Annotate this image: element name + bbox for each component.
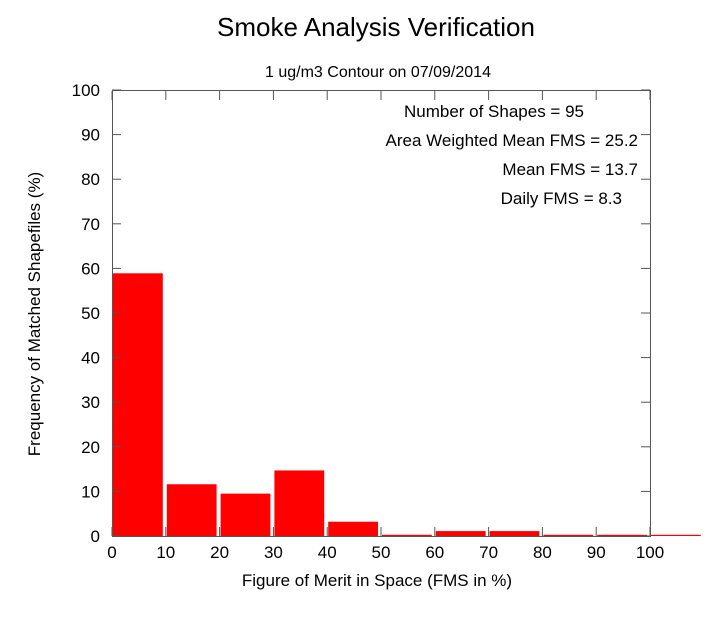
x-tick-label: 10 [156,543,175,562]
histogram-bar-8 [543,534,594,536]
y-tick-label: 90 [81,126,100,145]
x-tick-label: 0 [107,543,116,562]
x-tick-label: 20 [210,543,229,562]
stats-annotation-1: Area Weighted Mean FMS = 25.2 [386,131,638,150]
x-tick-label: 90 [587,543,606,562]
y-axis-label: Frequency of Matched Shapefiles (%) [25,172,44,456]
y-tick-label: 30 [81,393,100,412]
y-tick-label: 40 [81,349,100,368]
x-tick-label: 80 [533,543,552,562]
histogram-bar-10 [651,534,701,536]
histogram-bar-5 [382,534,432,536]
y-axis-ticks: 0 10 20 30 40 50 60 70 80 90 100 [72,81,650,546]
plot-frame [112,90,651,537]
histogram-bar-3 [274,470,325,536]
x-tick-label: 30 [264,543,283,562]
x-tick-label: 40 [318,543,337,562]
x-axis-ticks: 0 10 20 30 40 50 60 70 80 90 100 [107,91,664,562]
bars-layer [113,273,701,536]
y-tick-label: 10 [81,482,100,501]
y-tick-label: 20 [81,438,100,457]
chart-subtitle: 1 ug/m3 Contour on 07/09/2014 [265,64,491,81]
y-tick-label: 100 [72,81,100,100]
x-tick-label: 70 [479,543,498,562]
y-tick-label: 80 [81,170,100,189]
histogram-bar-6 [435,531,486,536]
stats-annotation-0: Number of Shapes = 95 [404,102,584,121]
stats-annotations: Number of Shapes = 95 Area Weighted Mean … [386,102,638,208]
y-tick-label: 50 [81,304,100,323]
stats-annotation-2: Mean FMS = 13.7 [502,160,638,179]
x-axis-label: Figure of Merit in Space (FMS in %) [242,571,512,590]
stats-annotation-3: Daily FMS = 8.3 [501,189,622,208]
histogram-bar-1 [166,484,217,536]
x-tick-label: 50 [372,543,391,562]
histogram-bar-0 [113,273,163,536]
histogram-bar-7 [489,531,540,536]
x-tick-label: 60 [425,543,444,562]
histogram-bar-4 [328,521,378,536]
y-tick-label: 60 [81,259,100,278]
x-tick-label: 100 [636,543,664,562]
histogram-bar-9 [597,534,647,536]
histogram-bar-2 [220,493,271,536]
y-tick-label: 70 [81,215,100,234]
y-tick-label: 0 [91,527,100,546]
chart-title: Smoke Analysis Verification [217,12,535,42]
